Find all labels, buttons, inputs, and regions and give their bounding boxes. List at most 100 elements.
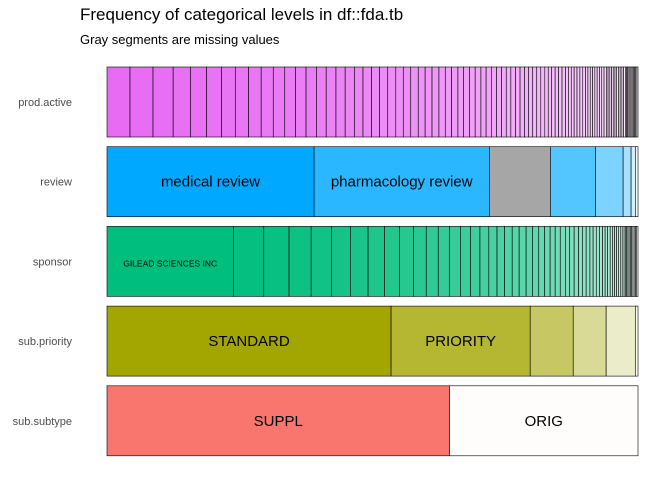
segment-label: pharmacology review [331,174,473,191]
bar-segment [413,226,427,297]
bar-segment [568,66,572,138]
bar-segment [248,66,262,138]
bar-segment [437,226,450,297]
bar-segment [582,66,586,138]
bar-segment [444,66,452,138]
bar-segment [288,226,312,297]
bar-segment [490,66,497,138]
bar-segment [474,66,482,138]
segment-label: STANDARD [208,333,290,350]
bar-segment [402,66,412,138]
bar-segment [602,226,606,297]
bar-segment [221,66,236,138]
bar-segment [172,66,191,138]
bar-segment [529,305,574,377]
bar-segment [129,66,154,138]
bar-segment [488,226,498,297]
bar-segment [630,146,636,217]
bar-segment [601,66,605,138]
missing-segment [489,146,551,217]
bar-segment [362,66,372,138]
bar-segment [305,66,317,138]
bar-segment [331,226,351,297]
bar-segment [572,305,607,377]
bar-segment [536,66,542,138]
bar-segment [595,146,624,217]
bar-segment [234,66,249,138]
bar-segment [371,66,380,138]
bar-segment [585,66,589,138]
bar-segment [540,66,546,138]
bar-segment [592,66,596,138]
bar-segment [260,66,274,138]
bar-segment [544,66,549,138]
bar-segment [384,226,400,297]
bar-segment [604,226,608,297]
bar-segment [463,66,470,138]
y-tick-label: sub.priority [18,336,72,348]
bar-segment [310,226,332,297]
segment-label: medical review [161,174,260,191]
bar-segment [457,66,464,138]
y-tick-label: sub.subtype [13,416,72,428]
bar-segment [106,146,315,217]
bar-segment [284,66,296,138]
bar-segment [636,66,639,138]
bar-segment [354,66,364,138]
bar-segment [592,226,597,297]
bar-segment [313,146,490,217]
bar-segment [460,226,471,297]
bar-segment [573,66,578,138]
bar-segment [603,66,607,138]
bar-segment [636,226,639,297]
bar-segment [417,66,426,138]
bar-segment [233,226,265,297]
bar-segment [344,66,355,138]
bar-segment [635,146,639,217]
bar-segment [510,66,516,138]
bar-segment [622,146,632,217]
bar-segment [449,226,461,297]
bar-segment [106,305,392,377]
bar-segment [505,66,512,138]
bar-segment [559,226,566,297]
bar-segment [106,66,131,138]
bar-segment [609,226,614,297]
bar-segment [532,226,540,297]
bar-segment [511,226,520,297]
bar-segment [596,66,600,138]
bar-segment [594,66,598,138]
bar-segment [599,66,603,138]
bar-segment [449,385,639,457]
bar-segment [565,66,569,138]
bar-segment [387,66,397,138]
bar-segment [379,66,389,138]
bar-segment [424,66,433,138]
bar-segment [570,66,575,138]
bar-segment [582,226,587,297]
bar-segment [469,66,476,138]
bar-segment [390,305,531,377]
bar-segment [399,226,414,297]
y-tick-label: review [40,177,72,189]
bar-segment [496,226,505,297]
bar-segment [551,66,556,138]
segment-label: GILEAD SCIENCES INC [123,258,217,268]
bar-segment [106,226,234,297]
bar-segment [479,226,490,297]
bar-segment [451,66,459,138]
bar-segment [635,305,639,377]
bar-segment [578,226,583,297]
bar-segment [496,66,502,138]
bar-segment [579,66,584,138]
bar-segment [607,226,611,297]
bar-segment [485,66,492,138]
bar-segment [206,66,222,138]
bar-segment [367,226,385,297]
bar-segment [544,226,551,297]
bar-segment [519,66,525,138]
bar-segment [106,385,450,457]
segment-label: PRIORITY [425,333,496,350]
bar-segment [425,226,439,297]
bar-segment [395,66,404,138]
